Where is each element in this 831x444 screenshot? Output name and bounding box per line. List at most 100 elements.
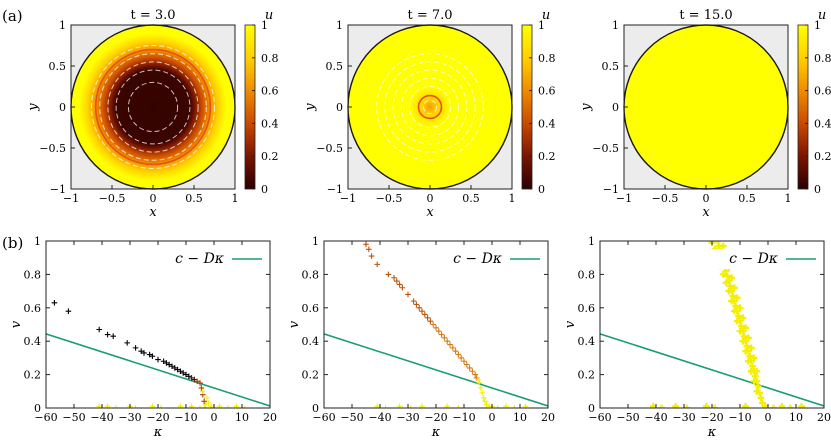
- x-axis-label: x: [149, 205, 157, 220]
- y-axis-label: v: [563, 320, 578, 328]
- data-point: [410, 298, 417, 304]
- data-point: [391, 274, 397, 281]
- heatmap-panel-t3: −1 −0.5 0 0.5 1 −1 −0.5 0 0.5 1 x y t = 3.0 0 0.2 0.4 0.…: [26, 8, 279, 220]
- data-point: [455, 405, 462, 408]
- x-axis-label: x: [426, 205, 434, 220]
- x-tick-label: −1: [616, 192, 632, 205]
- x-tick-label: −20: [424, 411, 447, 424]
- x-tick-label: −10: [452, 411, 475, 424]
- data-point: [419, 403, 425, 408]
- colorbar: [244, 24, 256, 190]
- chart-title: t = 7.0: [407, 8, 452, 23]
- data-point: [724, 272, 731, 280]
- y-tick-label: −1: [603, 183, 619, 196]
- data-point: [155, 356, 161, 363]
- x-tick-label: 10: [789, 411, 803, 424]
- colorbar-tick-label: 0.2: [261, 150, 279, 163]
- y-tick-label: 0.4: [24, 335, 42, 348]
- panel-label-b: (b): [2, 234, 23, 252]
- data-point: [447, 341, 453, 348]
- data-point: [469, 368, 476, 375]
- data-point: [141, 350, 147, 356]
- data-point: [424, 315, 431, 321]
- data-point: [787, 404, 794, 408]
- x-tick-label: 1: [509, 192, 516, 205]
- data-point: [511, 405, 518, 408]
- x-tick-label: 0: [489, 411, 496, 424]
- x-tick-label: 1: [785, 192, 792, 205]
- y-tick-label: −0.5: [592, 142, 619, 155]
- data-point: [396, 403, 403, 408]
- colorbar-tick-label: 0.6: [261, 85, 279, 98]
- colorbar-tick-label: 0.2: [814, 150, 831, 163]
- data-point: [382, 405, 389, 408]
- data-point: [197, 405, 203, 408]
- data-point: [736, 327, 744, 335]
- x-tick-label: −40: [644, 411, 667, 424]
- data-point: [466, 365, 473, 371]
- x-tick-label: 0: [765, 411, 772, 424]
- data-point: [394, 278, 400, 284]
- data-point: [452, 348, 459, 355]
- y-tick-label: 0: [612, 101, 619, 114]
- panel-label-a: (a): [2, 7, 23, 25]
- data-point: [104, 331, 111, 338]
- data-point: [494, 405, 501, 408]
- data-point: [739, 337, 747, 345]
- data-point: [110, 333, 116, 339]
- y-tick-label: 0.4: [578, 335, 596, 348]
- data-point: [441, 335, 448, 341]
- y-tick-label: 0: [59, 101, 66, 114]
- colorbar-tick-label: 0.8: [261, 52, 279, 65]
- data-point: [725, 287, 733, 295]
- data-point: [104, 403, 111, 408]
- y-tick-label: 0.2: [302, 369, 320, 382]
- data-point: [413, 301, 420, 308]
- x-tick-label: 0: [211, 411, 218, 424]
- chart-title: t = 15.0: [679, 8, 732, 23]
- colorbar-tick-label: 0.6: [538, 85, 556, 98]
- data-point: [472, 371, 478, 378]
- x-tick-label: 0.5: [462, 192, 480, 205]
- y-axis-label: y: [579, 103, 594, 112]
- data-point: [363, 241, 369, 248]
- x-tick-label: −20: [146, 411, 169, 424]
- data-point: [201, 405, 207, 408]
- colorbar-tick-label: 0: [538, 183, 545, 196]
- data-point: [722, 279, 730, 287]
- colorbar-tick-label: 0.2: [538, 150, 556, 163]
- x-tick-label: −40: [368, 411, 391, 424]
- data-point: [719, 271, 727, 278]
- data-point: [444, 338, 450, 344]
- data-point: [739, 314, 747, 322]
- y-tick-label: 0: [312, 402, 319, 415]
- contour-line: [107, 61, 199, 153]
- front-circle: [94, 48, 212, 166]
- contour-line: [99, 53, 207, 161]
- plot-area: [600, 241, 824, 408]
- data-point: [208, 403, 214, 408]
- data-point: [96, 326, 102, 333]
- data-point: [733, 317, 741, 325]
- data-point: [478, 385, 484, 391]
- data-point: [749, 362, 756, 370]
- x-tick-label: −1: [63, 192, 79, 205]
- x-tick-label: −30: [118, 411, 141, 424]
- x-tick-label: 20: [541, 411, 555, 424]
- data-point: [132, 345, 139, 351]
- data-point: [158, 405, 164, 408]
- data-point: [450, 345, 456, 351]
- x-tick-label: −60: [34, 411, 57, 424]
- plot-area: [324, 241, 548, 408]
- y-tick-label: 1: [59, 19, 66, 32]
- data-point: [205, 400, 212, 406]
- data-point: [422, 311, 428, 318]
- data-point: [733, 294, 741, 302]
- data-point: [374, 403, 380, 408]
- data-point: [683, 404, 691, 408]
- y-tick-label: 0.6: [578, 302, 596, 315]
- y-tick-label: 1: [34, 235, 41, 248]
- data-point: [742, 324, 749, 332]
- data-point: [752, 372, 759, 380]
- y-tick-label: 0: [336, 101, 343, 114]
